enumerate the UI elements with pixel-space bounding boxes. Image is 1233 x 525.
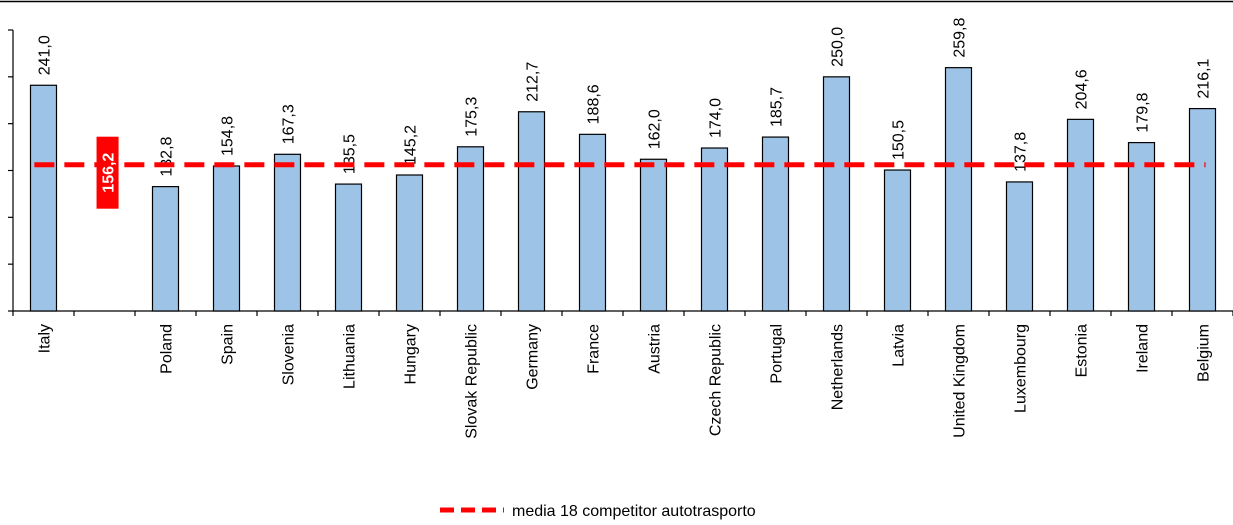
reference-line-group: 156,2 — [34, 136, 1206, 209]
bar — [395, 174, 424, 312]
bar — [334, 183, 363, 312]
data-label: 179,8 — [1135, 92, 1152, 132]
average-label-box — [96, 136, 119, 209]
bar — [1188, 107, 1217, 312]
bar — [944, 67, 973, 312]
bar — [700, 147, 729, 312]
bar — [639, 158, 668, 312]
bar — [1066, 118, 1095, 312]
data-label: 185,7 — [769, 87, 786, 127]
legend: media 18 competitor autotrasporto — [440, 503, 756, 520]
legend-label: media 18 competitor autotrasporto — [512, 503, 756, 520]
data-label: 204,6 — [1074, 69, 1091, 109]
data-label: 135,5 — [342, 134, 359, 174]
bars — [29, 67, 1217, 312]
data-label: 188,6 — [586, 84, 603, 124]
category-tick-label: Ireland — [1135, 324, 1152, 373]
y-axis — [8, 29, 14, 312]
category-tick-label: France — [586, 324, 603, 374]
bar — [883, 169, 912, 312]
bar — [212, 165, 241, 312]
bar — [822, 76, 851, 312]
x-axis — [12, 310, 1233, 316]
data-label: 154,8 — [220, 116, 237, 156]
category-tick-label: Slovak Republic — [464, 324, 481, 439]
category-tick-label: Belgium — [1196, 324, 1213, 382]
bar — [29, 84, 58, 312]
data-label: 174,0 — [708, 98, 725, 138]
bar — [273, 153, 302, 312]
bar — [517, 111, 546, 312]
data-label: 259,8 — [952, 18, 969, 58]
bar — [578, 133, 607, 312]
bar — [1127, 141, 1156, 312]
data-label: 212,7 — [525, 62, 542, 102]
data-label: 150,5 — [891, 120, 908, 160]
category-tick-label: Spain — [220, 324, 237, 365]
category-tick-label: Czech Republic — [708, 324, 725, 436]
category-tick-label: Portugal — [769, 324, 786, 384]
category-tick-label: Netherlands — [830, 324, 847, 410]
category-tick-label: United Kingdom — [952, 324, 969, 438]
category-tick-label: Lithuania — [342, 324, 359, 389]
data-label: 137,8 — [1013, 132, 1030, 172]
data-label: 241,0 — [37, 35, 54, 75]
bar — [1005, 181, 1034, 312]
average-label: 156,2 — [101, 153, 118, 193]
category-tick-label: Italy — [37, 324, 54, 353]
category-tick-label: Luxembourg — [1013, 324, 1030, 413]
category-tick-label: Hungary — [403, 324, 420, 384]
bar — [151, 186, 180, 312]
category-tick-label: Estonia — [1074, 324, 1091, 377]
data-label: 167,3 — [281, 104, 298, 144]
category-tick-label: Germany — [525, 324, 542, 390]
data-label: 132,8 — [159, 136, 176, 176]
data-label: 175,3 — [464, 97, 481, 137]
data-label: 216,1 — [1196, 58, 1213, 98]
data-label: 162,0 — [647, 109, 664, 149]
category-labels: Italy Poland Spain Slovenia Lithuania Hungary… — [37, 324, 1213, 439]
category-tick-label: Austria — [647, 324, 664, 374]
category-tick-label: Poland — [159, 324, 176, 374]
category-tick-label: Latvia — [891, 324, 908, 367]
value-labels: 241,0 132,8 154,8 167,3 135,5 145,2 175,3 212,7… — [37, 18, 1213, 177]
category-tick-label: Slovenia — [281, 324, 298, 385]
data-label: 250,0 — [830, 27, 847, 67]
data-label: 145,2 — [403, 125, 420, 165]
bar — [456, 146, 485, 312]
